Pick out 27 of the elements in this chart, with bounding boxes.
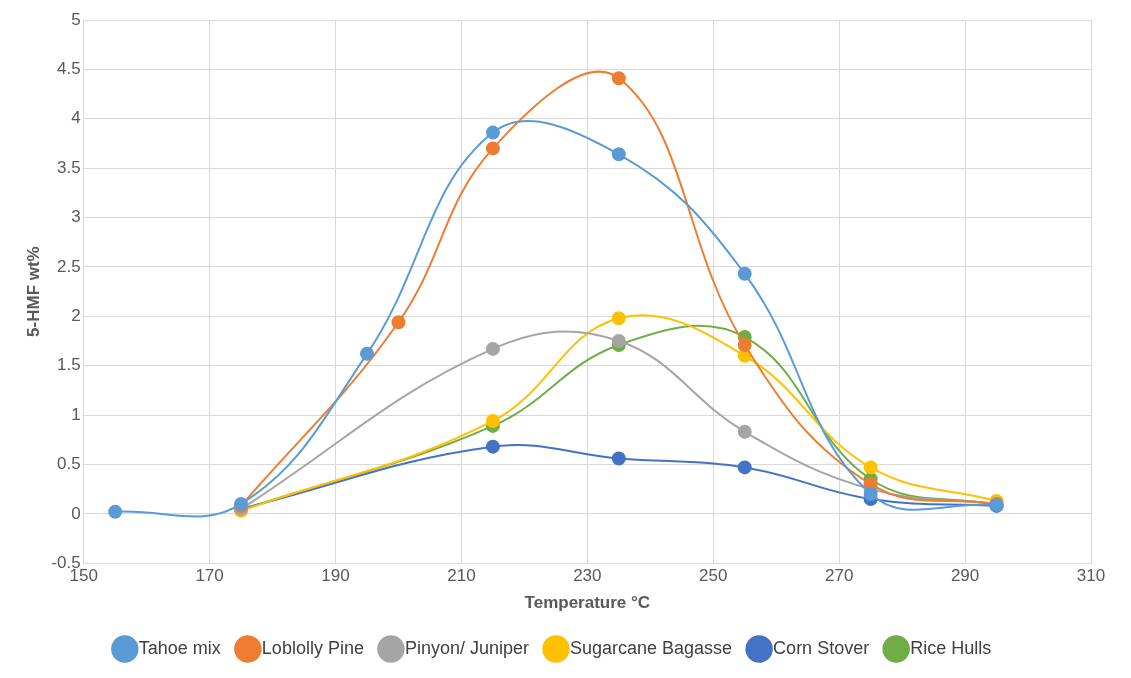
x-tick-label: 210 [447, 566, 476, 586]
y-tick-label: 4 [71, 108, 81, 128]
x-tick-label: 290 [950, 566, 980, 586]
x-tick-label: 190 [321, 566, 350, 586]
x-tick-label: 250 [699, 566, 728, 586]
y-tick-label: 0 [71, 503, 81, 523]
x-tick-label: 310 [1076, 566, 1106, 586]
y-tick-label: 0.5 [57, 454, 81, 474]
x-tick-label: 170 [195, 566, 224, 586]
legend-label: Rice Hulls [910, 637, 992, 658]
x-tick-label: 270 [824, 566, 854, 586]
y-tick-label: 5 [71, 9, 81, 29]
legend-label: Sugarcane Bagasse [570, 637, 733, 658]
y-tick-label: 4.5 [57, 59, 81, 79]
y-tick-label: 1 [71, 404, 81, 424]
y-tick-label: 3.5 [57, 157, 81, 177]
x-axis-title: Temperature °C [524, 593, 651, 613]
y-tick-label: 2.5 [57, 256, 81, 276]
y-tick-label: 3 [71, 207, 81, 227]
y-tick-label: 1.5 [57, 355, 81, 375]
legend-label: Tahoe mix [138, 637, 221, 658]
legend-label: Loblolly Pine [261, 637, 364, 658]
legend-label: Pinyon/ Juniper [404, 637, 530, 658]
x-tick-label: 230 [573, 566, 602, 586]
y-axis-title: 5-HMF wt% [23, 246, 43, 337]
legend-label: Corn Stover [773, 637, 870, 658]
y-tick-label: 2 [71, 305, 81, 325]
